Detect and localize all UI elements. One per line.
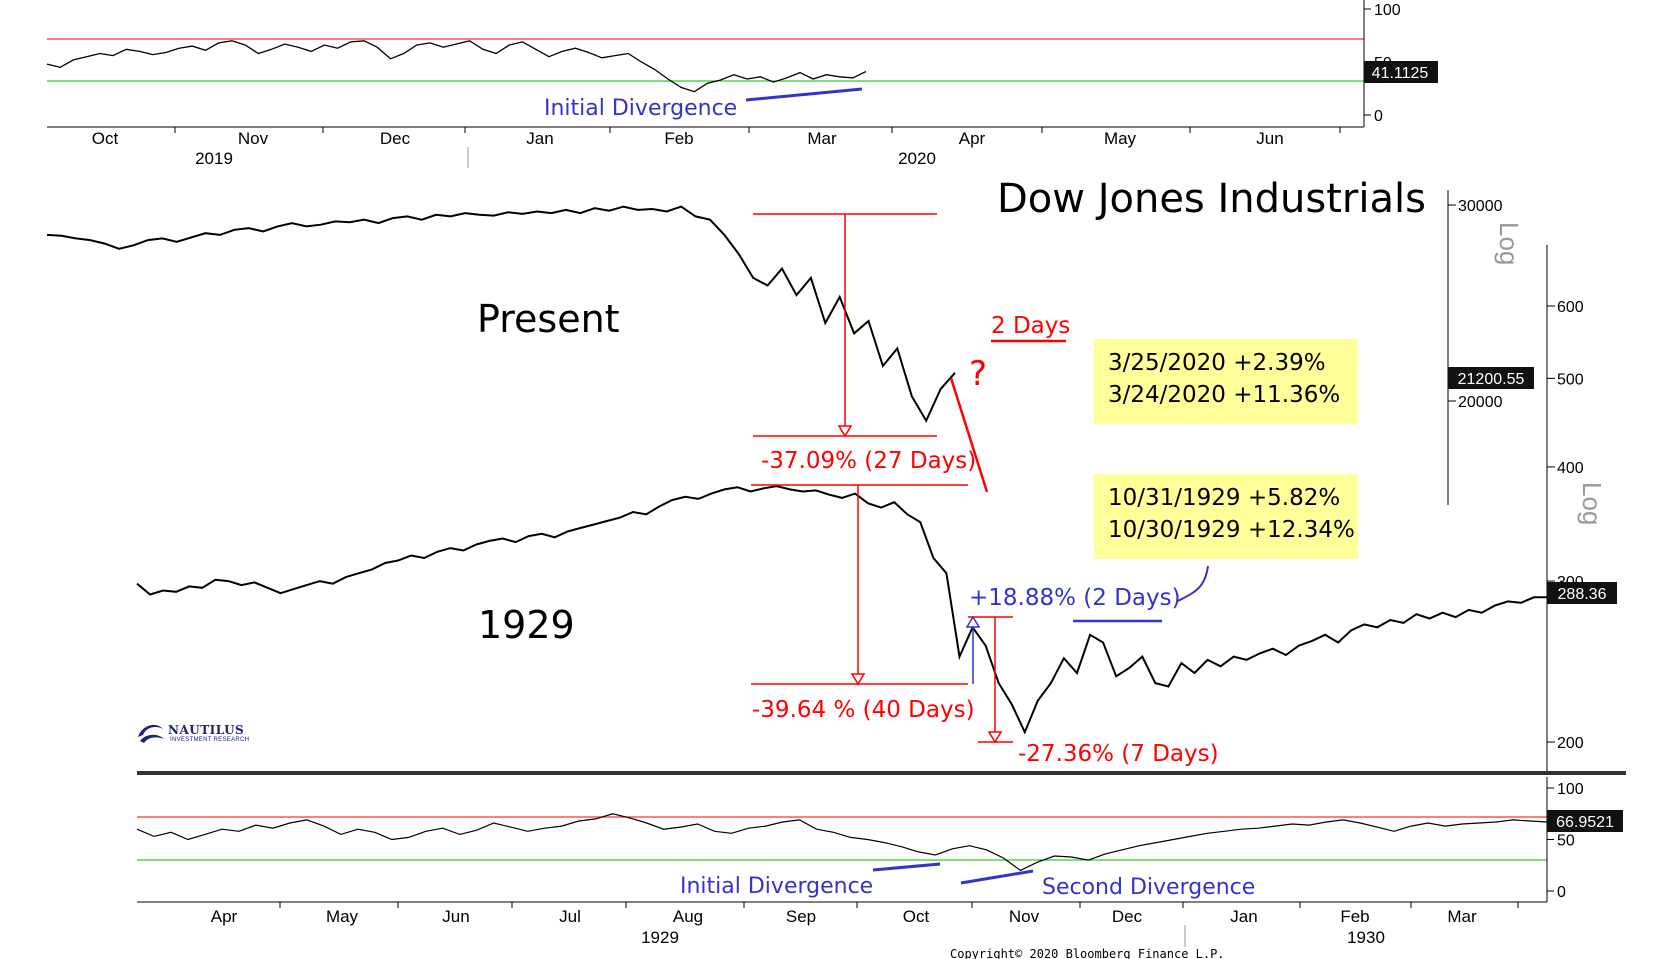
rsi-1929-panel: 100 50 0 66.9521 Apr May Jun Jul Aug Sep Oct Nov D… <box>136 777 1623 947</box>
x-month-label: Sep <box>786 907 816 926</box>
drop-1929-label: -39.64 % (40 Days) <box>752 697 975 723</box>
connector-squiggle <box>1177 565 1209 602</box>
rsi-1929-y-ticks: 100 50 0 <box>1547 781 1584 901</box>
nautilus-swirl-icon <box>138 724 164 743</box>
two-days-label: 2 Days <box>991 313 1070 339</box>
present-price-series <box>46 205 956 423</box>
tick-20000: 20000 <box>1458 394 1503 411</box>
rebound-annotation <box>965 615 981 684</box>
note-line: 10/31/1929 +5.82% <box>1108 485 1341 511</box>
x-year-label: 1930 <box>1347 928 1385 947</box>
returns-1929-note: 10/31/1929 +5.82% 10/30/1929 +12.34% <box>1094 474 1358 559</box>
price-1929-tick-label: 400 <box>1557 460 1584 477</box>
x-year-label: 2020 <box>898 149 936 168</box>
note-line: 3/24/2020 +11.36% <box>1108 382 1341 408</box>
second-divergence-line <box>960 869 1034 885</box>
present-returns-note: 3/25/2020 +2.39% 3/24/2020 +11.36% <box>1094 339 1358 424</box>
note-line: 3/25/2020 +2.39% <box>1108 350 1326 376</box>
second-drop-label: -27.36% (7 Days) <box>1018 741 1219 767</box>
x-month-label: Feb <box>1340 907 1369 926</box>
rsi-1929-last-value-box <box>1547 810 1623 832</box>
rsi-1929-tick-label: 0 <box>1557 884 1566 901</box>
rsi-present-last-value: 41.1125 <box>1372 65 1429 82</box>
x-month-label: Aug <box>673 907 703 926</box>
present-drop-annotation <box>753 213 937 438</box>
projection-line <box>949 377 989 493</box>
x-axis-1929-months: Apr May Jun Jul Aug Sep Oct Nov Dec Jan Feb Mar 1929… <box>211 902 1519 947</box>
tick-30000: 30000 <box>1458 198 1503 215</box>
second-drop-annotation <box>968 616 1013 744</box>
x-month-label: Dec <box>1112 907 1143 926</box>
initial-divergence-label-top: Initial Divergence <box>544 96 737 121</box>
price-1929-tick-label: 200 <box>1557 735 1584 752</box>
rsi-present-tick-label: 0 <box>1374 108 1383 125</box>
note-line: 10/30/1929 +12.34% <box>1108 517 1355 543</box>
x-month-label: Nov <box>238 129 269 148</box>
price-1929-series <box>136 485 1547 735</box>
price-1929-y-ticks: 600500400300200 <box>1547 299 1584 752</box>
price-panel: 30000 20000 21200.55 Log 600500400300200… <box>46 190 1617 775</box>
rsi-present-series <box>46 40 867 93</box>
rsi-1929-last-value: 66.9521 <box>1556 814 1614 831</box>
nautilus-logo: NAUTILUS INVESTMENT RESEARCH <box>136 717 256 749</box>
rsi-present-tick-label: 100 <box>1374 2 1401 19</box>
rsi-1929-tick-label: 50 <box>1557 833 1575 850</box>
drop-1929-annotation <box>751 484 968 686</box>
x-month-label: Jan <box>1230 907 1257 926</box>
initial-divergence-line-top <box>745 87 863 102</box>
x-month-label: Jun <box>1256 129 1283 148</box>
present-label: Present <box>477 297 620 341</box>
x-month-label: Mar <box>1447 907 1477 926</box>
second-divergence-label: Second Divergence <box>1042 875 1255 900</box>
price-1929-last-value: 288.36 <box>1558 586 1607 603</box>
x-month-label: Jan <box>526 129 553 148</box>
x-year-label: 1929 <box>641 928 679 947</box>
copyright: Copyright© 2020 Bloomberg Finance L.P. <box>950 947 1225 959</box>
x-month-label: Nov <box>1009 907 1040 926</box>
price-1929-tick-label: 500 <box>1557 371 1584 388</box>
logo-name: NAUTILUS <box>168 723 245 737</box>
log-label-lower: Log <box>1577 482 1607 525</box>
label-1929: 1929 <box>478 603 575 647</box>
initial-divergence-line-bottom <box>872 862 941 872</box>
present-price-y-ticks: 30000 20000 <box>1448 198 1503 411</box>
x-month-label: Apr <box>959 129 986 148</box>
logo-tagline: INVESTMENT RESEARCH <box>170 737 250 743</box>
x-month-label: Jul <box>559 907 581 926</box>
x-year-label: 2019 <box>195 149 233 168</box>
rebound-label: +18.88% (2 Days) <box>969 585 1181 611</box>
x-month-label: Dec <box>380 129 411 148</box>
x-month-label: May <box>1104 129 1137 148</box>
x-month-label: May <box>326 907 359 926</box>
present-drop-label: -37.09% (27 Days) <box>761 448 976 474</box>
price-1929-tick-label: 600 <box>1557 299 1584 316</box>
x-axis-present-months: Oct Nov Dec Jan Feb Mar Apr May Jun 2019 2020 <box>92 127 1341 168</box>
x-month-label: Oct <box>903 907 930 926</box>
x-month-label: Apr <box>211 907 238 926</box>
x-month-label: Mar <box>807 129 837 148</box>
present-last-value-box <box>1448 367 1534 389</box>
rsi-present-last-value-box <box>1364 61 1438 83</box>
present-last-value: 21200.55 <box>1458 371 1525 388</box>
rsi-1929-tick-label: 100 <box>1557 781 1584 798</box>
x-month-label: Oct <box>92 129 119 148</box>
price-1929-last-value-box <box>1547 582 1617 604</box>
rsi-1929-series <box>136 813 1548 872</box>
x-month-label: Feb <box>664 129 693 148</box>
x-month-label: Jun <box>442 907 469 926</box>
chart-title: Dow Jones Industrials <box>997 176 1426 222</box>
log-label-upper: Log <box>1494 222 1524 265</box>
initial-divergence-label-bottom: Initial Divergence <box>680 874 873 899</box>
question-mark: ? <box>969 354 987 394</box>
